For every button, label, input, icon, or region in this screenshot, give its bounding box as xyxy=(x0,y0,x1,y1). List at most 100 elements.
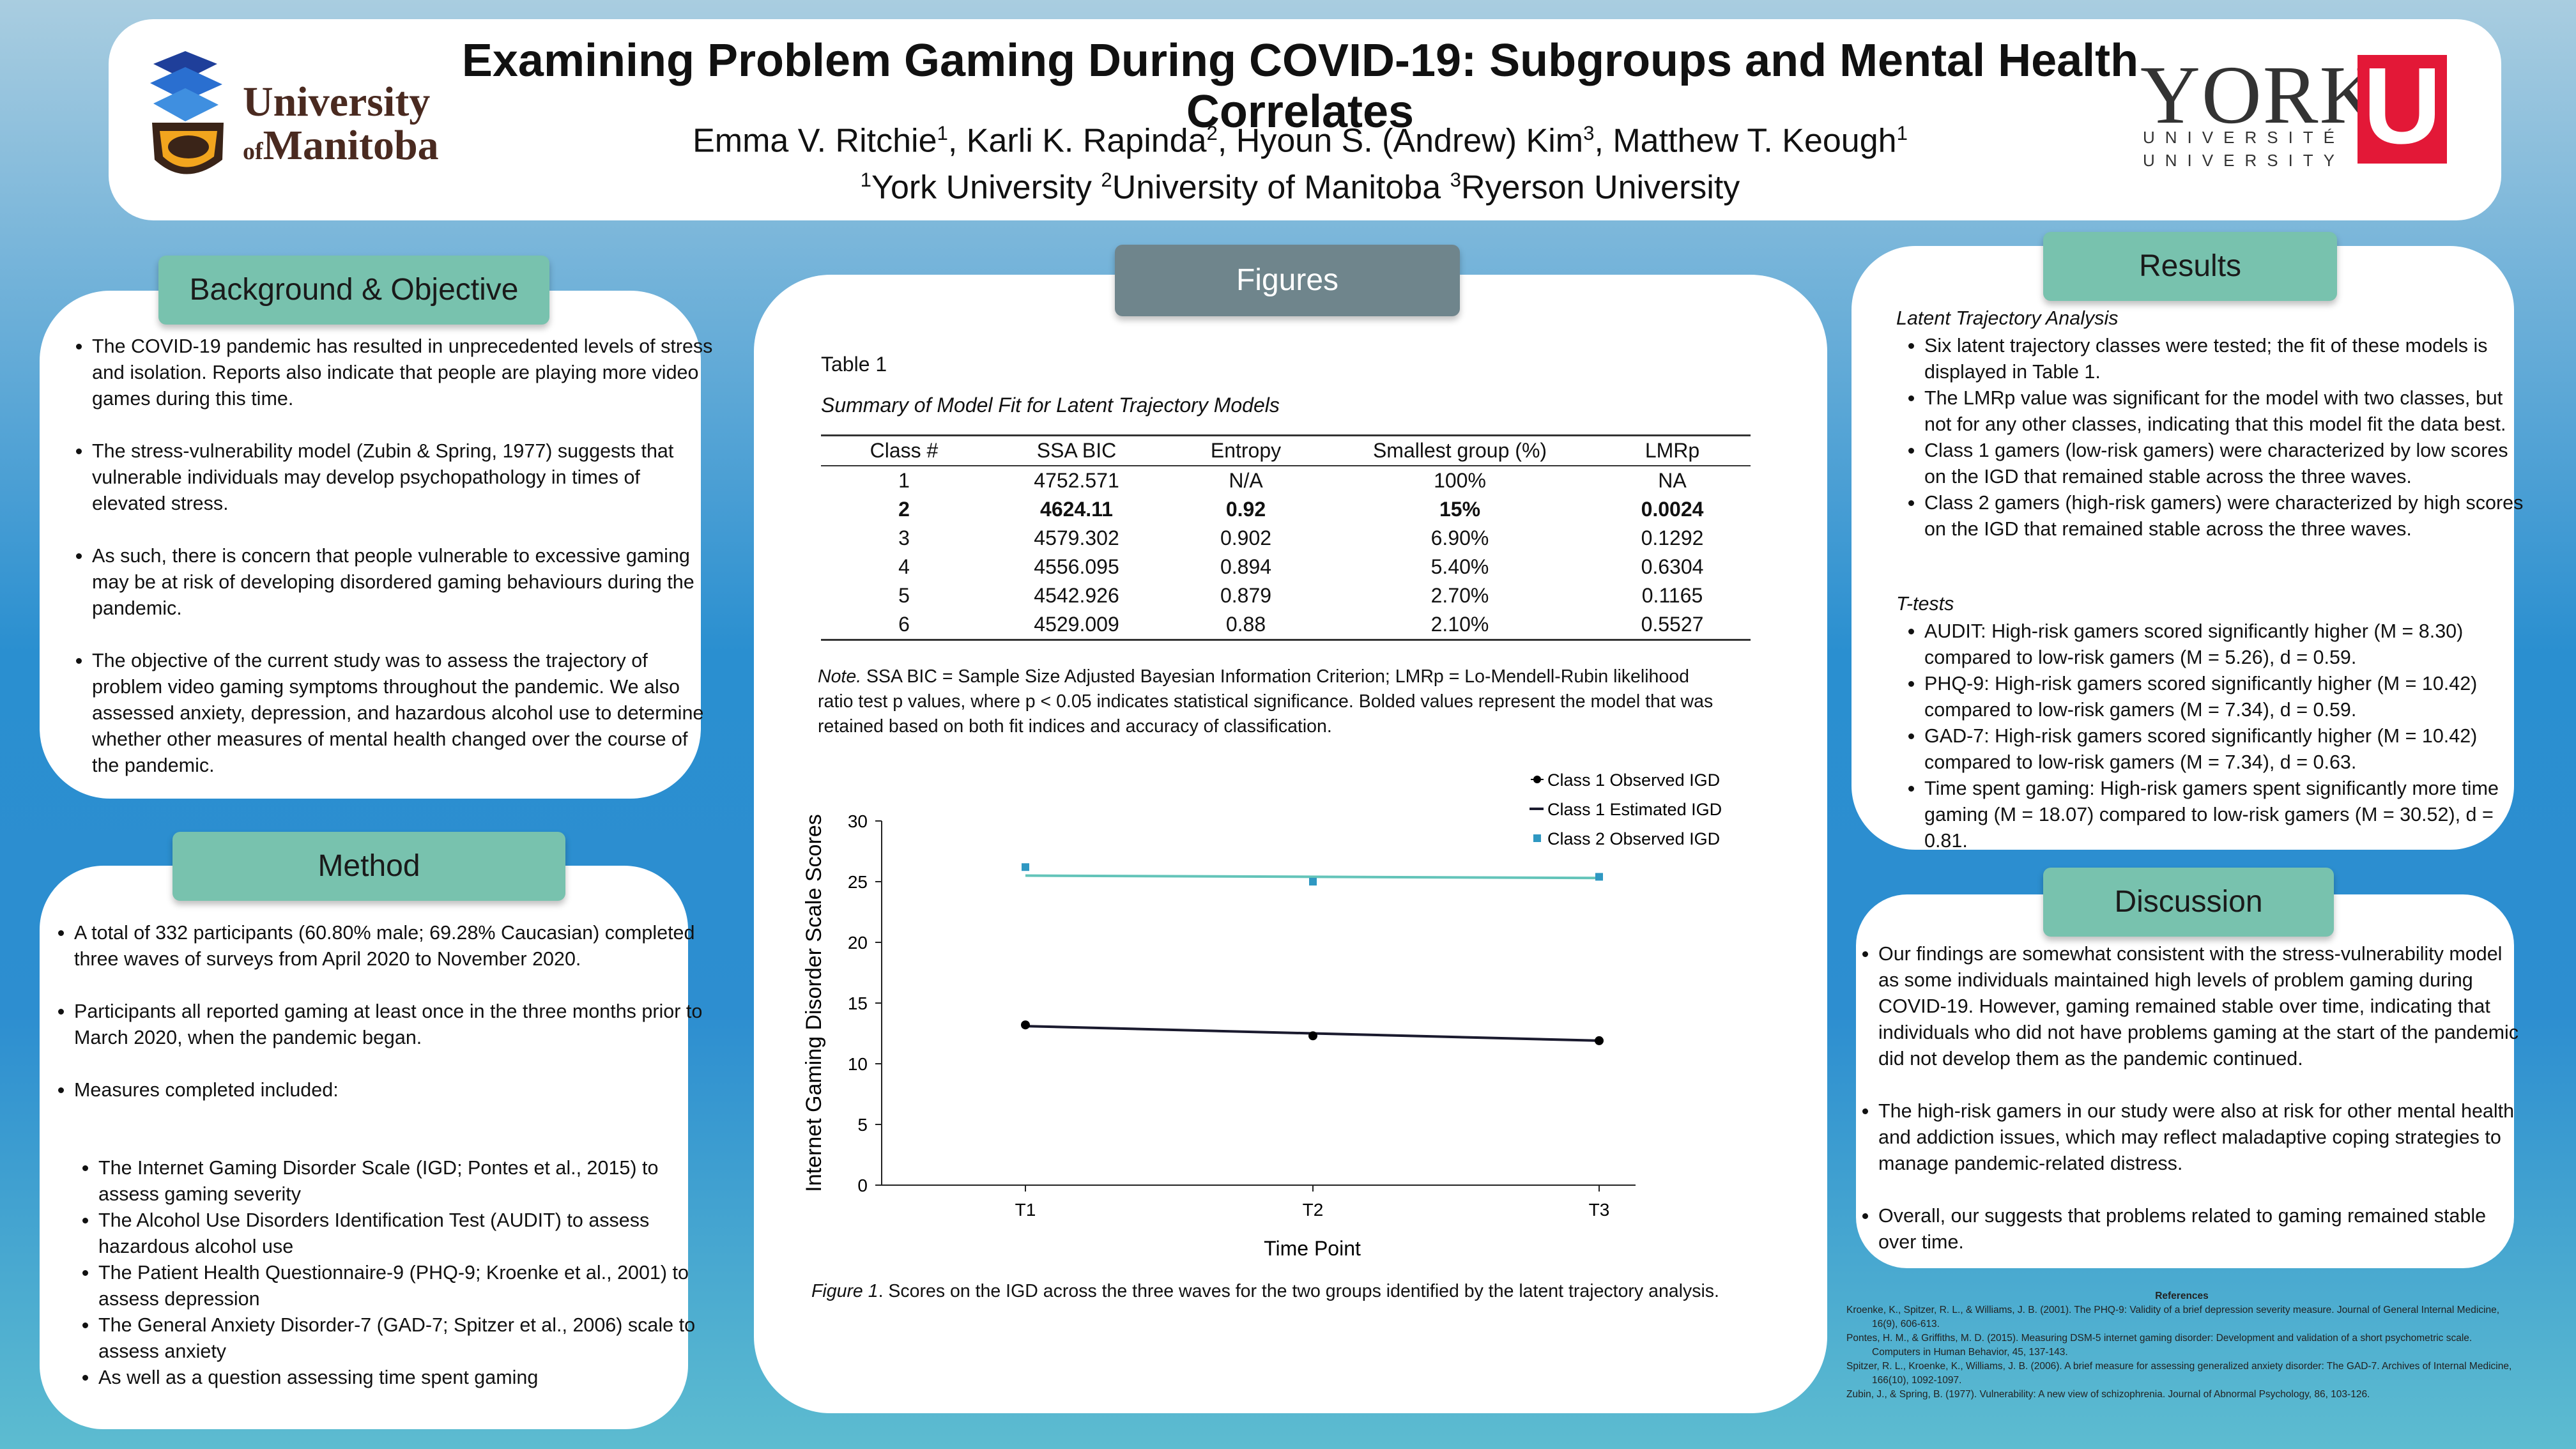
x-tick-label: T1 xyxy=(1015,1200,1036,1220)
cell: 15% xyxy=(1439,498,1481,521)
ttest-bullet-1: AUDIT: High-risk gamers scored significa… xyxy=(1924,618,2525,671)
reference-item: Kroenke, K., Spitzer, R. L., & Williams,… xyxy=(1846,1305,2500,1330)
cell: 0.902 xyxy=(1220,526,1272,549)
legend-label: Class 1 Observed IGD xyxy=(1547,770,1720,790)
latent-bullet-2: The LMRp value was significant for the m… xyxy=(1924,385,2525,438)
col-lmrp: LMRp xyxy=(1594,434,1751,466)
discussion-panel xyxy=(1856,894,2514,1268)
latent-bullets: Six latent trajectory classes were teste… xyxy=(1890,333,2525,542)
results-heading: Results xyxy=(2043,232,2337,301)
spacer xyxy=(92,517,715,543)
latent-bullet-4: Class 2 gamers (high-risk gamers) were c… xyxy=(1924,490,2525,542)
manitoba-logo-of: of xyxy=(243,138,263,165)
cell: 4 xyxy=(898,555,910,578)
cell: 3 xyxy=(898,526,910,549)
y-tick-label: 20 xyxy=(848,933,868,953)
affiliation-line: 1York University 2University of Manitoba… xyxy=(447,160,2153,207)
y-tick-label: 15 xyxy=(848,993,868,1013)
ttest-bullet-2: PHQ-9: High-risk gamers scored significa… xyxy=(1924,671,2525,723)
cell: 0.5527 xyxy=(1594,610,1751,641)
background-bullet-1: The COVID-19 pandemic has resulted in un… xyxy=(92,334,715,412)
y-tick-label: 0 xyxy=(857,1176,868,1195)
igd-line-chart: 0 5 10 15 20 25 30 T1 T2 T3 Time Point Internet Gam… xyxy=(802,770,1722,1260)
model-fit-table: Class # SSA BIC Entropy Smallest group (… xyxy=(821,434,1751,641)
class1-observed-point xyxy=(1021,1020,1030,1030)
cell: 6 xyxy=(821,610,987,641)
spacer xyxy=(1878,1177,2524,1203)
figure-caption-text: . Scores on the IGD across the three wav… xyxy=(878,1281,1719,1301)
poster-title: Examining Problem Gaming During COVID-19… xyxy=(461,35,2139,137)
table-note: Note. SSA BIC = Sample Size Adjusted Bay… xyxy=(818,664,1725,739)
ttest-bullets: AUDIT: High-risk gamers scored significa… xyxy=(1890,618,2525,854)
references-heading: References xyxy=(2155,1291,2209,1301)
class1-observed-point xyxy=(1595,1036,1604,1045)
table-label: Table 1 xyxy=(821,353,887,376)
spacer xyxy=(74,1051,703,1077)
table-header-row: Class # SSA BIC Entropy Smallest group (… xyxy=(821,434,1751,466)
y-tick-label: 25 xyxy=(848,872,868,892)
reference-item: Spitzer, R. L., Kroenke, K., Williams, J… xyxy=(1846,1361,2512,1386)
figure-caption: Figure 1. Scores on the IGD across the t… xyxy=(811,1281,1808,1302)
discussion-bullets: Our findings are somewhat consistent wit… xyxy=(1851,941,2524,1255)
cell: 0.1165 xyxy=(1641,584,1703,607)
cell: 4556.095 xyxy=(1034,555,1119,578)
authors-block: Emma V. Ritchie1, Karli K. Rapinda2, Hyo… xyxy=(447,114,2153,208)
method-panel xyxy=(40,866,688,1429)
x-tick-label: T3 xyxy=(1589,1200,1610,1220)
aff-3-num: 3 xyxy=(1450,169,1461,192)
cell: 5 xyxy=(898,584,910,607)
author-3: Hyoun S. (Andrew) Kim xyxy=(1236,122,1584,160)
author-3-aff: 3 xyxy=(1583,122,1595,144)
cell: 0.92 xyxy=(1225,498,1266,521)
aff-3: Ryerson University xyxy=(1460,169,1740,206)
author-1-aff: 1 xyxy=(937,122,948,144)
york-u-letter: U xyxy=(2363,45,2442,167)
table-row: 5 4542.926 0.879 2.70% 0.1165 xyxy=(821,581,1751,610)
measure-item-1: The Internet Gaming Disorder Scale (IGD;… xyxy=(98,1155,712,1208)
y-tick-label: 5 xyxy=(857,1115,868,1135)
x-axis-title: Time Point xyxy=(1264,1237,1361,1260)
cell: 2.10% xyxy=(1326,610,1594,641)
table-row: 6 4529.009 0.88 2.10% 0.5527 xyxy=(821,610,1751,641)
legend-label: Class 2 Observed IGD xyxy=(1547,829,1720,848)
york-line1: UNIVERSITÉ xyxy=(2143,128,2345,147)
cell: 4579.302 xyxy=(1034,526,1119,549)
class1-observed-point xyxy=(1308,1031,1317,1041)
col-smallest: Smallest group (%) xyxy=(1326,434,1594,466)
y-tick-label: 30 xyxy=(848,811,868,831)
cell: 1 xyxy=(898,469,910,492)
method-bullet-3: Measures completed included: xyxy=(74,1077,703,1103)
author-2: Karli K. Rapinda xyxy=(966,122,1207,160)
class2-observed-point xyxy=(1595,873,1603,881)
author-line: Emma V. Ritchie1, Karli K. Rapinda2, Hyo… xyxy=(693,122,1908,160)
method-bullet-1: A total of 332 participants (60.80% male… xyxy=(74,920,703,972)
method-bullets: A total of 332 participants (60.80% male… xyxy=(40,920,703,1130)
table-row-selected: 2 4624.11 0.92 15% 0.0024 xyxy=(821,495,1751,524)
header-banner xyxy=(109,19,2501,220)
bison-shield-icon xyxy=(150,51,224,174)
cell: 0.88 xyxy=(1166,610,1326,641)
y-tick-label: 10 xyxy=(848,1054,868,1074)
cell: 0.894 xyxy=(1220,555,1272,578)
method-heading: Method xyxy=(172,832,565,901)
cell: 0.879 xyxy=(1220,584,1272,607)
class2-observed-point xyxy=(1022,863,1029,871)
y-axis-title: Internet Gaming Disorder Scale Scores xyxy=(802,814,826,1192)
latent-bullet-3: Class 1 gamers (low-risk gamers) were ch… xyxy=(1924,438,2525,490)
manitoba-logo-manitoba: Manitoba xyxy=(263,122,439,169)
measure-item-5: As well as a question assessing time spe… xyxy=(98,1365,712,1391)
background-bullet-4: The objective of the current study was t… xyxy=(92,648,715,779)
spacer xyxy=(74,972,703,999)
table-row: 3 4579.302 0.902 6.90% 0.1292 xyxy=(821,524,1751,553)
spacer xyxy=(92,412,715,438)
cell: NA xyxy=(1658,469,1687,492)
col-lmrp-label: LMRp xyxy=(1644,439,1700,462)
col-ssabic: SSA BIC xyxy=(987,434,1166,466)
references: References Kroenke, K., Spitzer, R. L., … xyxy=(1846,1289,2517,1402)
class2-observed-point xyxy=(1309,878,1317,885)
x-tick-label: T2 xyxy=(1303,1200,1324,1220)
background-bullet-2: The stress-vulnerability model (Zubin & … xyxy=(92,438,715,517)
reference-item: Zubin, J., & Spring, B. (1977). Vulnerab… xyxy=(1846,1389,2370,1400)
table-caption: Summary of Model Fit for Latent Trajecto… xyxy=(821,394,1280,417)
cell: 4752.571 xyxy=(1034,469,1119,492)
